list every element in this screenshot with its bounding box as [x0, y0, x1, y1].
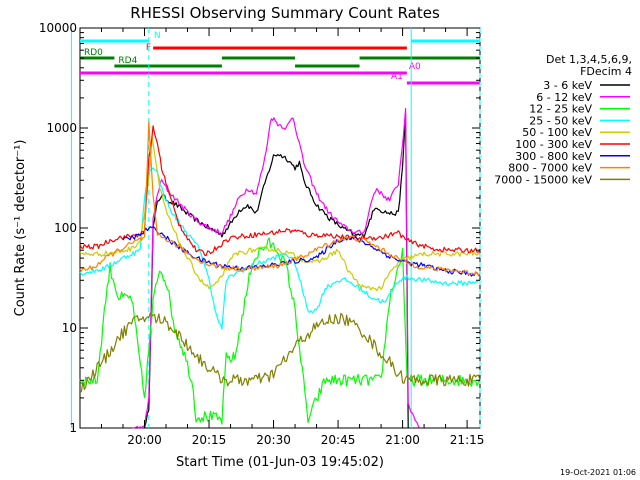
flag-label: RD4: [118, 56, 137, 66]
legend-header: Det 1,3,4,5,6,9,: [546, 53, 632, 66]
y-axis-label: Count Rate (s⁻¹ detector⁻¹): [13, 140, 28, 317]
series-line: [79, 136, 481, 292]
flag-label: A0: [409, 62, 421, 72]
x-axis: 20:00 20:15 20:30 20:45 21:00 21:15: [79, 28, 485, 447]
legend-entry-label: 100 - 300 keV: [515, 138, 592, 151]
x-tick-label: 21:00: [385, 433, 420, 447]
flag-label: A1: [391, 72, 403, 82]
y-tick-label: 1000: [46, 121, 77, 135]
x-tick-label: 20:15: [192, 433, 227, 447]
plot-frame: [79, 27, 481, 429]
legend-entry-label: 12 - 25 keV: [529, 103, 592, 116]
y-tick-label: 10000: [39, 21, 77, 35]
series-line: [122, 226, 481, 277]
series-line: [79, 167, 481, 330]
legend-entry-label: 800 - 7000 keV: [508, 162, 592, 175]
legend-entry-label: 6 - 12 keV: [536, 91, 592, 104]
legend-entry-label: 7000 - 15000 keV: [494, 173, 592, 186]
x-tick-label: 20:45: [321, 433, 356, 447]
x-tick-label: 21:15: [450, 433, 485, 447]
legend-entry-label: 300 - 800 keV: [515, 150, 592, 163]
flag-label: N: [154, 31, 161, 41]
x-tick-label: 20:30: [256, 433, 291, 447]
legend-entry-label: 50 - 100 keV: [522, 126, 592, 139]
y-tick-label: 10: [62, 321, 77, 335]
y-tick-label: 1: [69, 421, 77, 435]
legend-entry-label: 25 - 50 keV: [529, 114, 592, 127]
footer-timestamp: 19-Oct-2021 01:06: [560, 468, 636, 477]
series-line: [79, 312, 481, 393]
flag-label: RD0: [84, 48, 103, 58]
series-lines: [79, 108, 481, 429]
chart-title: RHESSI Observing Summary Count Rates: [130, 4, 440, 22]
y-tick-label: 100: [54, 221, 77, 235]
legend-entry-label: 3 - 6 keV: [543, 79, 592, 92]
legend-header: FDecim 4: [580, 65, 632, 78]
series-line: [131, 108, 421, 429]
x-tick-label: 20:00: [127, 433, 162, 447]
y-axis: 1 10 100 1000 10000: [39, 21, 480, 435]
series-line: [79, 120, 481, 276]
observing-flags: NFRD0RD4A0A1: [80, 31, 480, 85]
x-axis-label: Start Time (01-Jun-03 19:45:02): [176, 455, 384, 470]
